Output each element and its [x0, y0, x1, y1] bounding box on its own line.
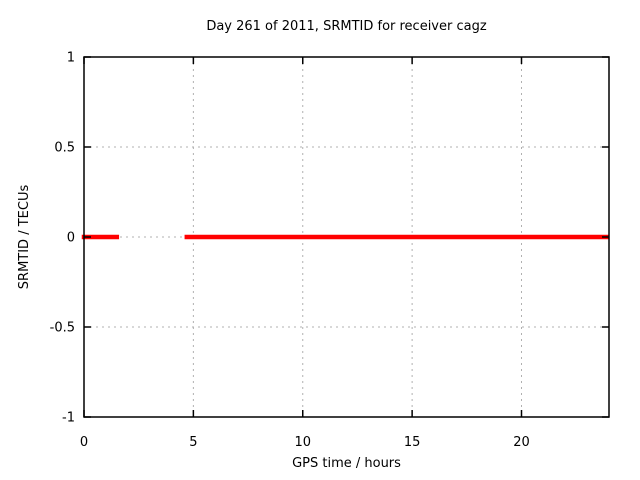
y-tick-label: 0.5: [54, 141, 75, 156]
x-tick-label: 5: [189, 435, 197, 450]
y-tick-label: -0.5: [50, 321, 75, 336]
y-tick-label: -1: [62, 411, 75, 426]
y-tick-label: 0: [67, 231, 75, 246]
x-tick-label: 20: [513, 435, 530, 450]
x-axis-label: GPS time / hours: [292, 456, 401, 471]
axes-frame-layer: [83, 56, 610, 418]
x-tick-label: 10: [294, 435, 311, 450]
y-axis-label: SRMTID / TECUs: [17, 185, 32, 290]
x-tick-label: 15: [404, 435, 421, 450]
tick-label-layer: 0 5 10 15 20 -1 -0.5 0 0.5 1: [50, 51, 530, 451]
y-tick-label: 1: [67, 51, 75, 66]
x-tick-label: 0: [80, 435, 88, 450]
chart-title: Day 261 of 2011, SRMTID for receiver cag…: [206, 19, 487, 34]
